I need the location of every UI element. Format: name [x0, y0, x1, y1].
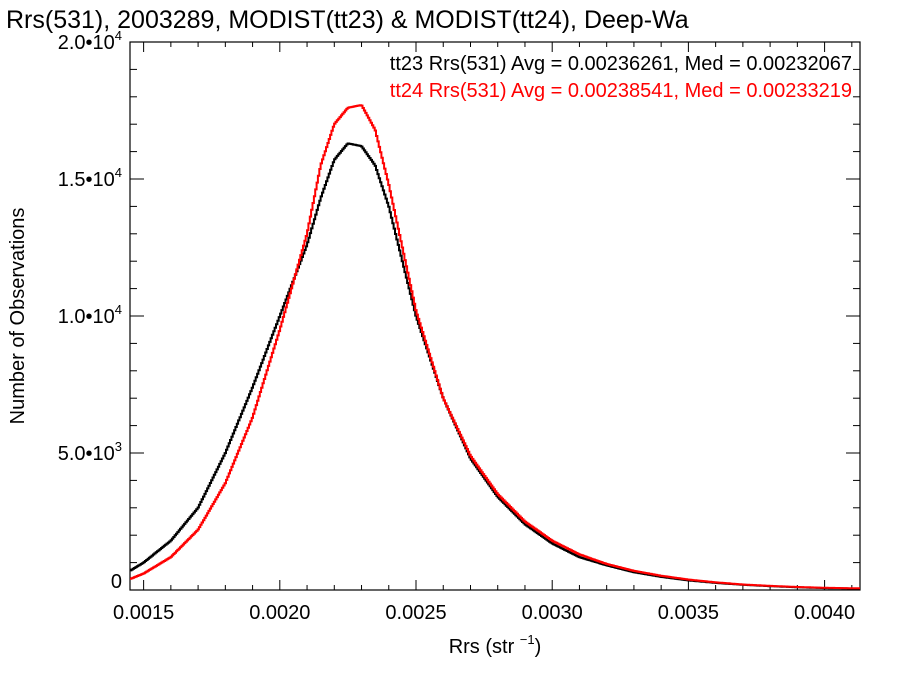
y-axis-label: Number of Observations — [7, 208, 29, 425]
x-axis-label: Rrs (str −1) — [449, 632, 542, 658]
x-tick-label: 0.0035 — [658, 602, 719, 624]
x-tick-label: 0.0030 — [522, 602, 583, 624]
y-tick-label: 0 — [111, 571, 122, 593]
y-tick-label: 2.0•104 — [58, 28, 122, 54]
chart-title: Rrs(531), 2003289, MODIST(tt23) & MODIST… — [6, 6, 689, 34]
y-tick-label: 5.0•103 — [58, 439, 122, 465]
legend-tt24: tt24 Rrs(531) Avg = 0.00238541, Med = 0.… — [390, 80, 852, 102]
series-line-tt23 — [130, 142, 860, 590]
x-tick-label: 0.0015 — [113, 602, 174, 624]
legend-tt23: tt23 Rrs(531) Avg = 0.00236261, Med = 0.… — [390, 53, 852, 75]
plot-frame — [129, 41, 861, 591]
series-line-tt24 — [130, 104, 860, 590]
y-tick-label: 1.5•104 — [58, 165, 122, 191]
y-tick-label: 1.0•104 — [58, 302, 122, 328]
x-tick-label: 0.0025 — [385, 602, 446, 624]
x-tick-label: 0.0020 — [249, 602, 310, 624]
x-tick-label: 0.0040 — [794, 602, 855, 624]
